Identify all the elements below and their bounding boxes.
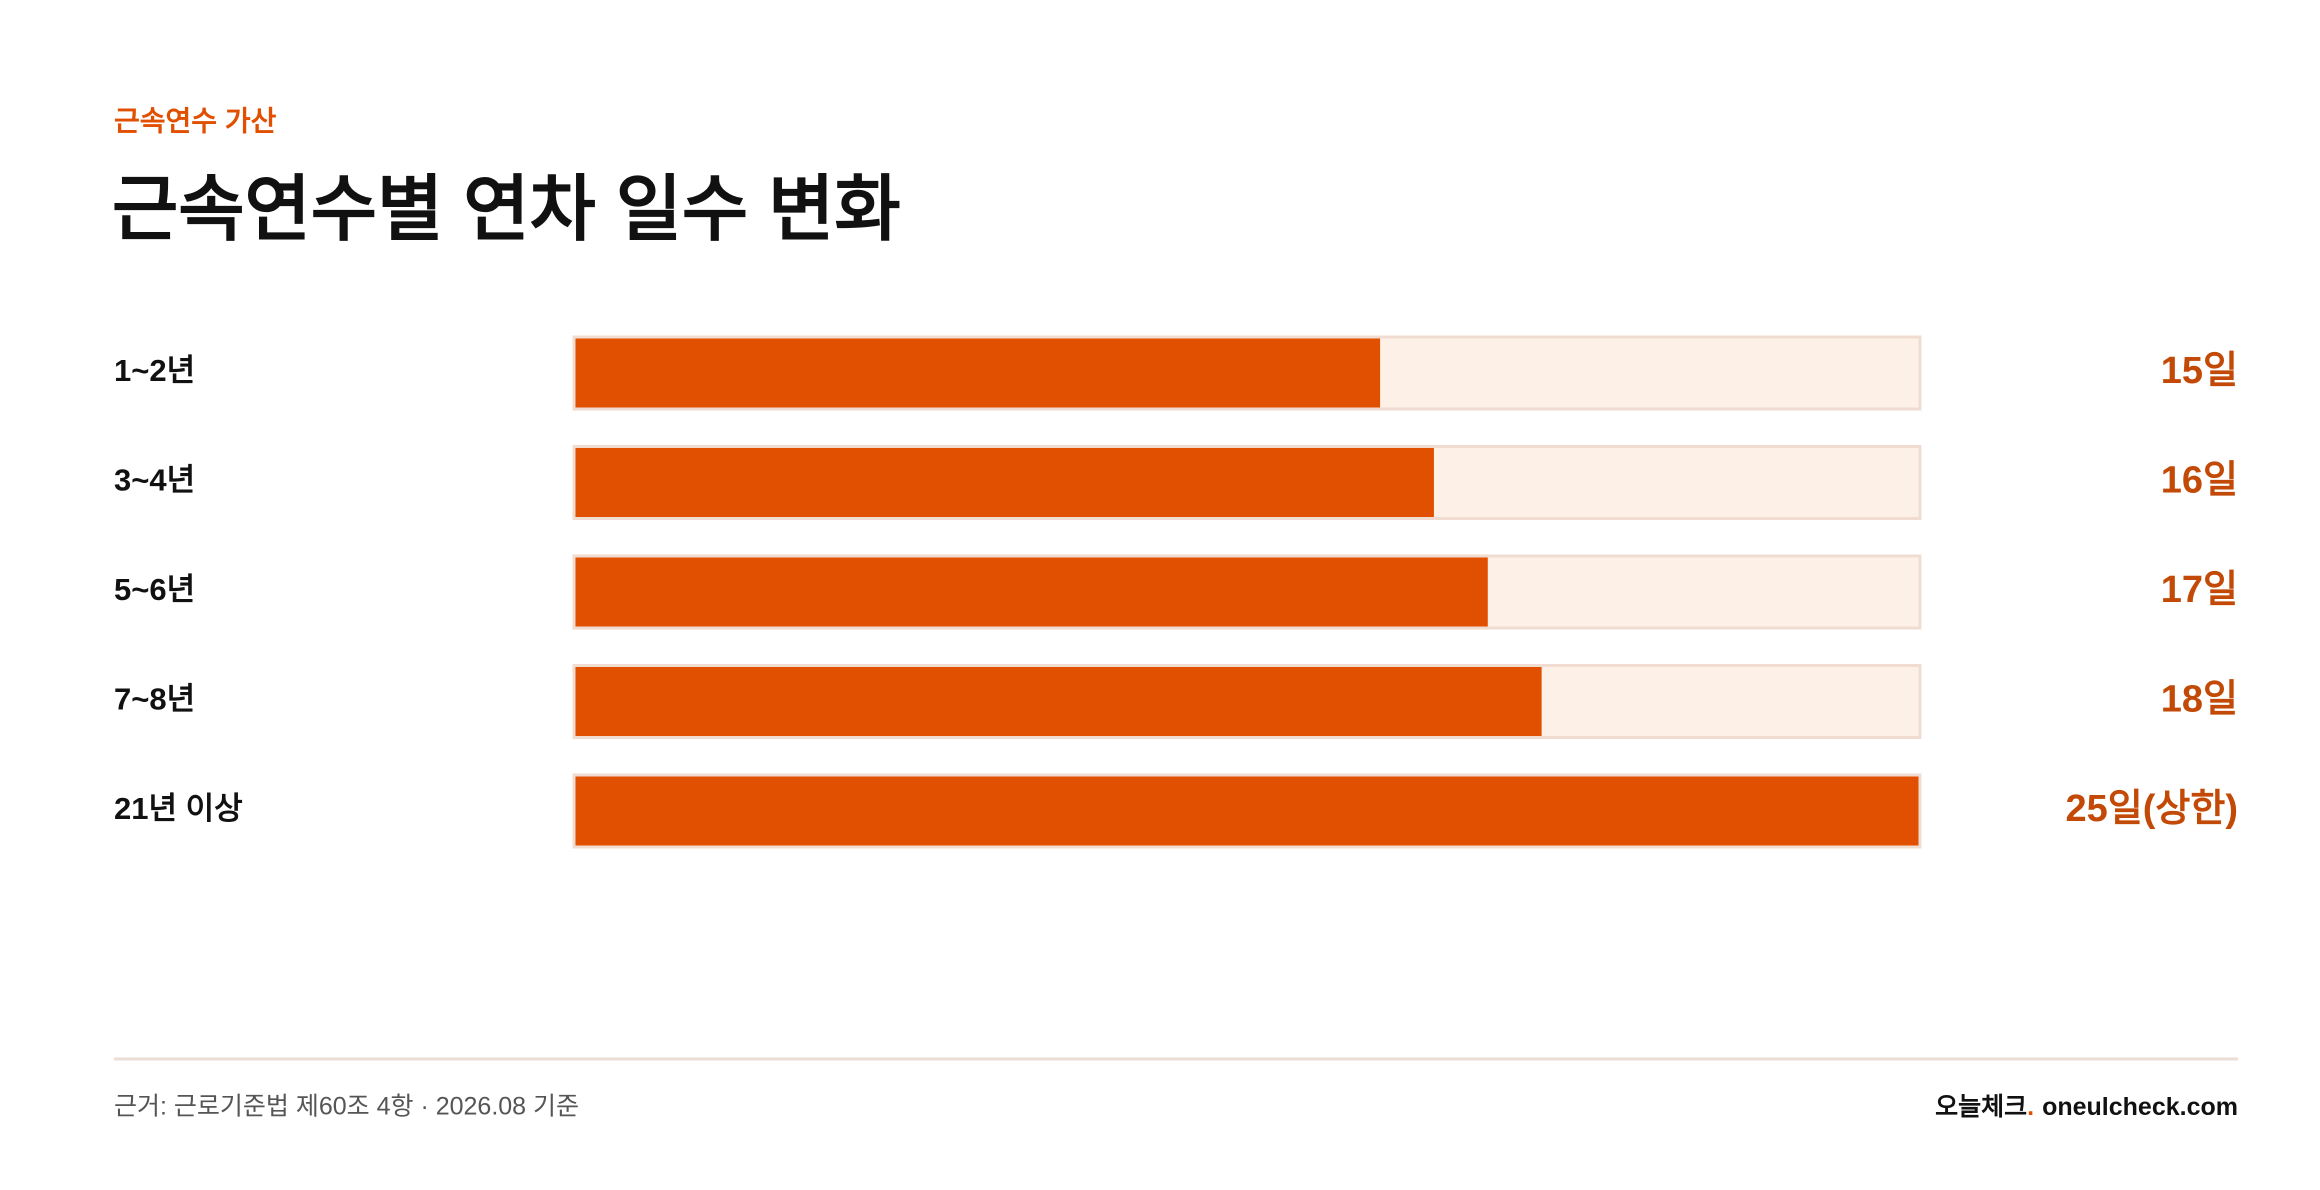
category-label: 7~8년 bbox=[114, 682, 195, 717]
bar bbox=[575, 667, 1542, 736]
chart-title: 근속연수별 연차 일수 변화 bbox=[112, 170, 901, 250]
category-label: 1~2년 bbox=[114, 353, 195, 388]
source-note: 근거: 근로기준법 제60조 4항 · 2026.08 기준 bbox=[114, 1093, 579, 1121]
bar bbox=[575, 557, 1488, 627]
category-label: 3~4년 bbox=[114, 463, 195, 498]
category-label: 21년 이상 bbox=[114, 791, 243, 826]
value-label: 25일(상한) bbox=[2066, 788, 2238, 830]
category-label: 5~6년 bbox=[114, 572, 195, 607]
eyebrow: 근속연수 가산 bbox=[114, 105, 277, 136]
value-label: 16일 bbox=[2161, 460, 2238, 502]
bar bbox=[575, 448, 1434, 517]
value-label: 15일 bbox=[2161, 350, 2238, 392]
brand: 오늘체크. oneulcheck.com bbox=[1935, 1093, 2238, 1121]
brand-domain: oneulcheck.com bbox=[2042, 1093, 2238, 1121]
brand-dot: . bbox=[2027, 1093, 2034, 1121]
value-label: 18일 bbox=[2161, 679, 2238, 721]
value-label: 17일 bbox=[2161, 569, 2238, 611]
brand-name: 오늘체크 bbox=[1935, 1093, 2027, 1121]
bar bbox=[575, 776, 1919, 846]
bar bbox=[575, 338, 1381, 408]
